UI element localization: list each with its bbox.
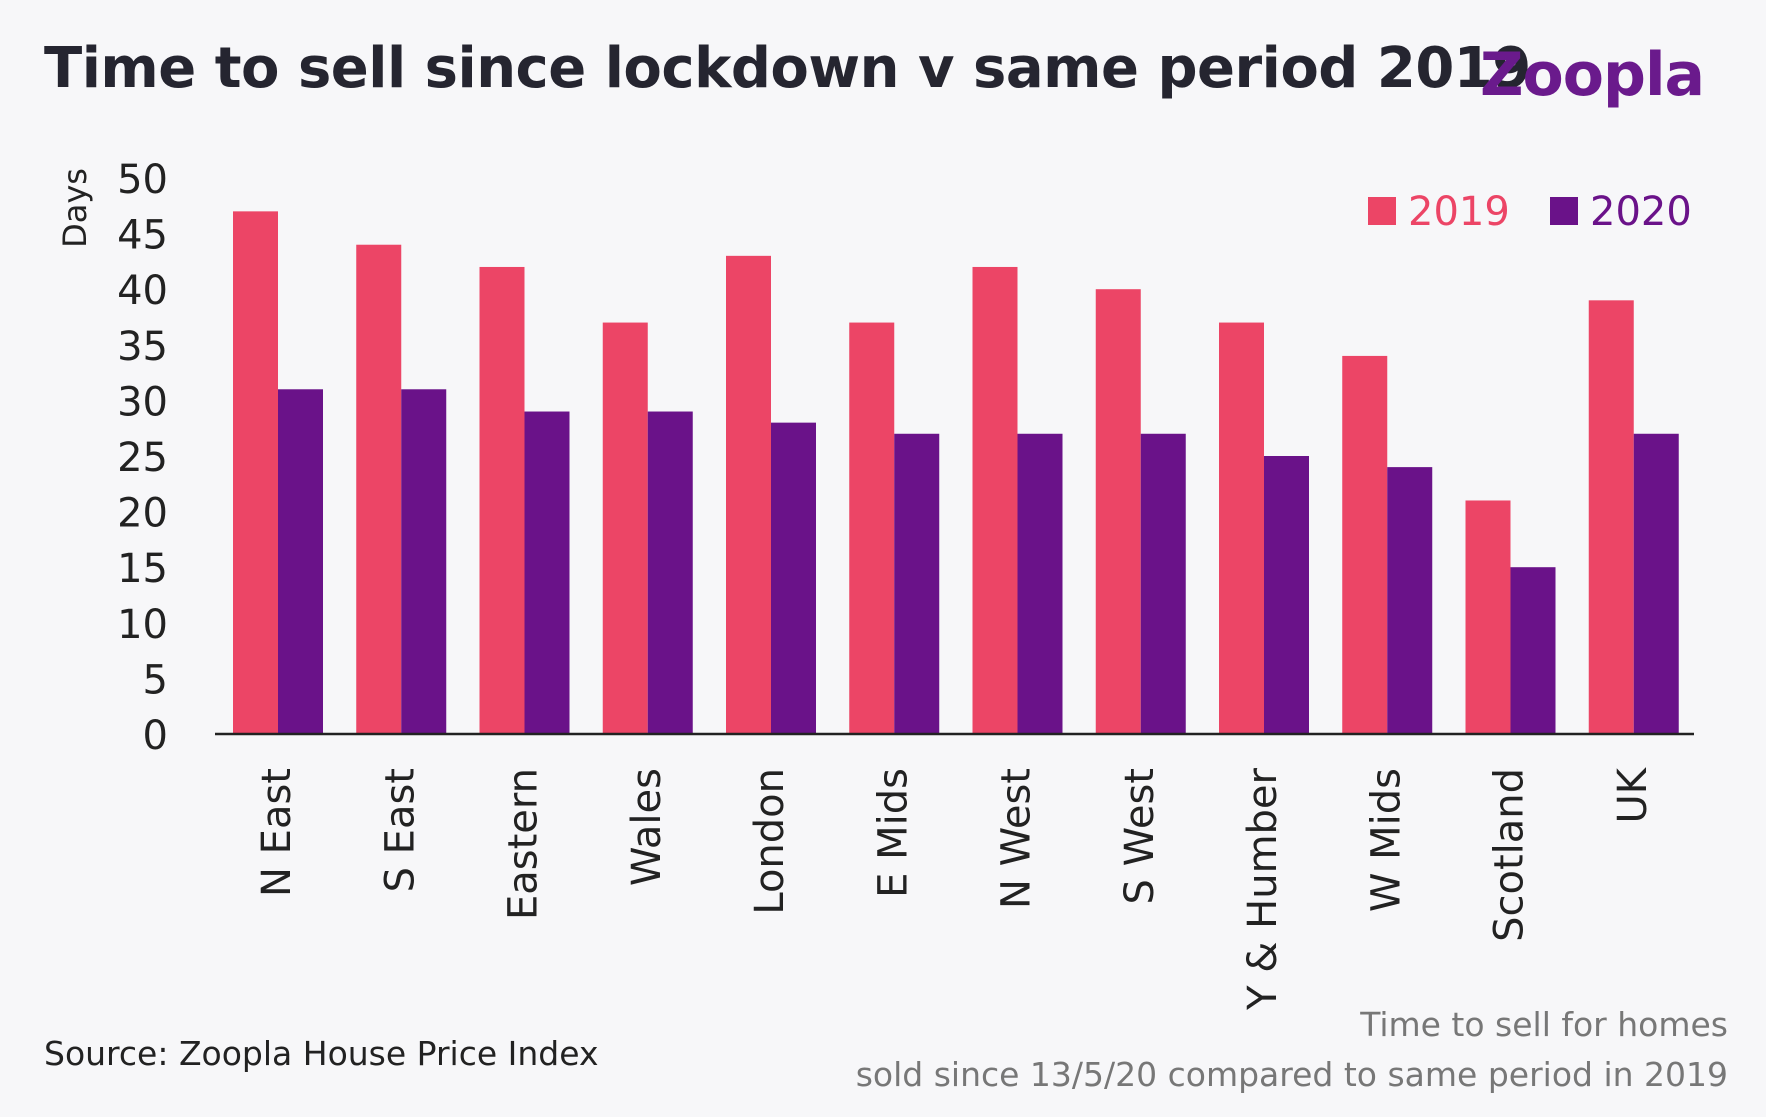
footnote-line-1: Time to sell for homes — [1360, 1005, 1728, 1044]
bar-2019-n-east — [233, 211, 278, 735]
bar-2019-w-mids — [1342, 355, 1388, 734]
y-tick-label: 10 — [117, 602, 168, 648]
bar-2020-scotland — [1510, 567, 1556, 734]
bar-2019-e-mids — [849, 322, 895, 734]
source-note: Source: Zoopla House Price Index — [44, 1034, 599, 1073]
bar-2020-s-east — [401, 389, 447, 734]
bar-2020-eastern — [524, 411, 570, 734]
x-tick-label: Wales — [624, 768, 670, 886]
bar-2019-uk — [1588, 300, 1634, 734]
x-tick-label: E Mids — [870, 768, 916, 898]
bar-2020-s-west — [1140, 433, 1186, 734]
x-axis-tick-labels: N East S East Eastern Wales London E Mids N We… — [254, 766, 1656, 1011]
legend: 2019 2020 — [1368, 189, 1692, 235]
x-tick-label: S East — [377, 768, 423, 892]
chart-title: Time to sell since lockdown v same perio… — [44, 36, 1531, 101]
bar-2019-scotland — [1465, 500, 1511, 734]
x-tick-label: UK — [1610, 766, 1656, 823]
y-tick-label: 45 — [117, 213, 168, 259]
y-tick-label: 25 — [117, 435, 168, 481]
bar-2019-y-humber — [1219, 322, 1264, 734]
legend-swatch-2020 — [1550, 197, 1578, 225]
x-tick-label: N East — [254, 768, 300, 897]
y-tick-label: 40 — [117, 268, 168, 314]
legend-swatch-2019 — [1368, 197, 1396, 225]
x-tick-label: London — [747, 768, 793, 915]
bar-2019-wales — [602, 322, 648, 734]
bar-2020-wales — [647, 411, 693, 734]
footnote-line-2: sold since 13/5/20 compared to same peri… — [855, 1055, 1728, 1094]
bar-2020-uk — [1633, 433, 1679, 734]
bar-2020-n-east — [278, 389, 323, 734]
legend-label-2020: 2020 — [1590, 189, 1692, 235]
chart-footnote: Time to sell for homes sold since 13/5/2… — [856, 1000, 1728, 1100]
bar-2020-london — [771, 422, 816, 734]
bar-2019-london — [726, 255, 771, 734]
bar-2019-n-west — [972, 266, 1018, 734]
bar-2020-n-west — [1017, 433, 1063, 734]
bar-2020-e-mids — [894, 433, 940, 734]
x-tick-label: Y & Humber — [1240, 767, 1286, 1010]
x-tick-label: Scotland — [1487, 768, 1533, 942]
bar-2019-s-east — [356, 244, 402, 734]
x-tick-label: N West — [994, 768, 1040, 909]
x-tick-label: Eastern — [501, 768, 547, 920]
y-tick-label: 5 — [143, 657, 168, 703]
bars — [233, 211, 1679, 735]
x-tick-label: W Mids — [1363, 768, 1409, 912]
x-tick-label: S West — [1117, 768, 1163, 904]
legend-label-2019: 2019 — [1408, 189, 1510, 235]
y-tick-label: 30 — [117, 379, 168, 425]
y-axis-ticks: 0 5 10 15 20 25 30 35 40 45 50 — [117, 157, 168, 759]
bar-2019-eastern — [479, 266, 525, 734]
y-tick-label: 15 — [117, 546, 168, 592]
y-tick-label: 0 — [143, 713, 168, 759]
y-tick-label: 20 — [117, 491, 168, 537]
zoopla-logo: Zoopla — [1480, 40, 1705, 110]
y-axis-label: Days — [56, 168, 94, 248]
bar-2019-s-west — [1095, 289, 1141, 734]
y-tick-label: 35 — [117, 324, 168, 370]
y-tick-label: 50 — [117, 157, 168, 203]
bar-2020-y-humber — [1264, 456, 1309, 734]
bar-2020-w-mids — [1387, 467, 1433, 734]
